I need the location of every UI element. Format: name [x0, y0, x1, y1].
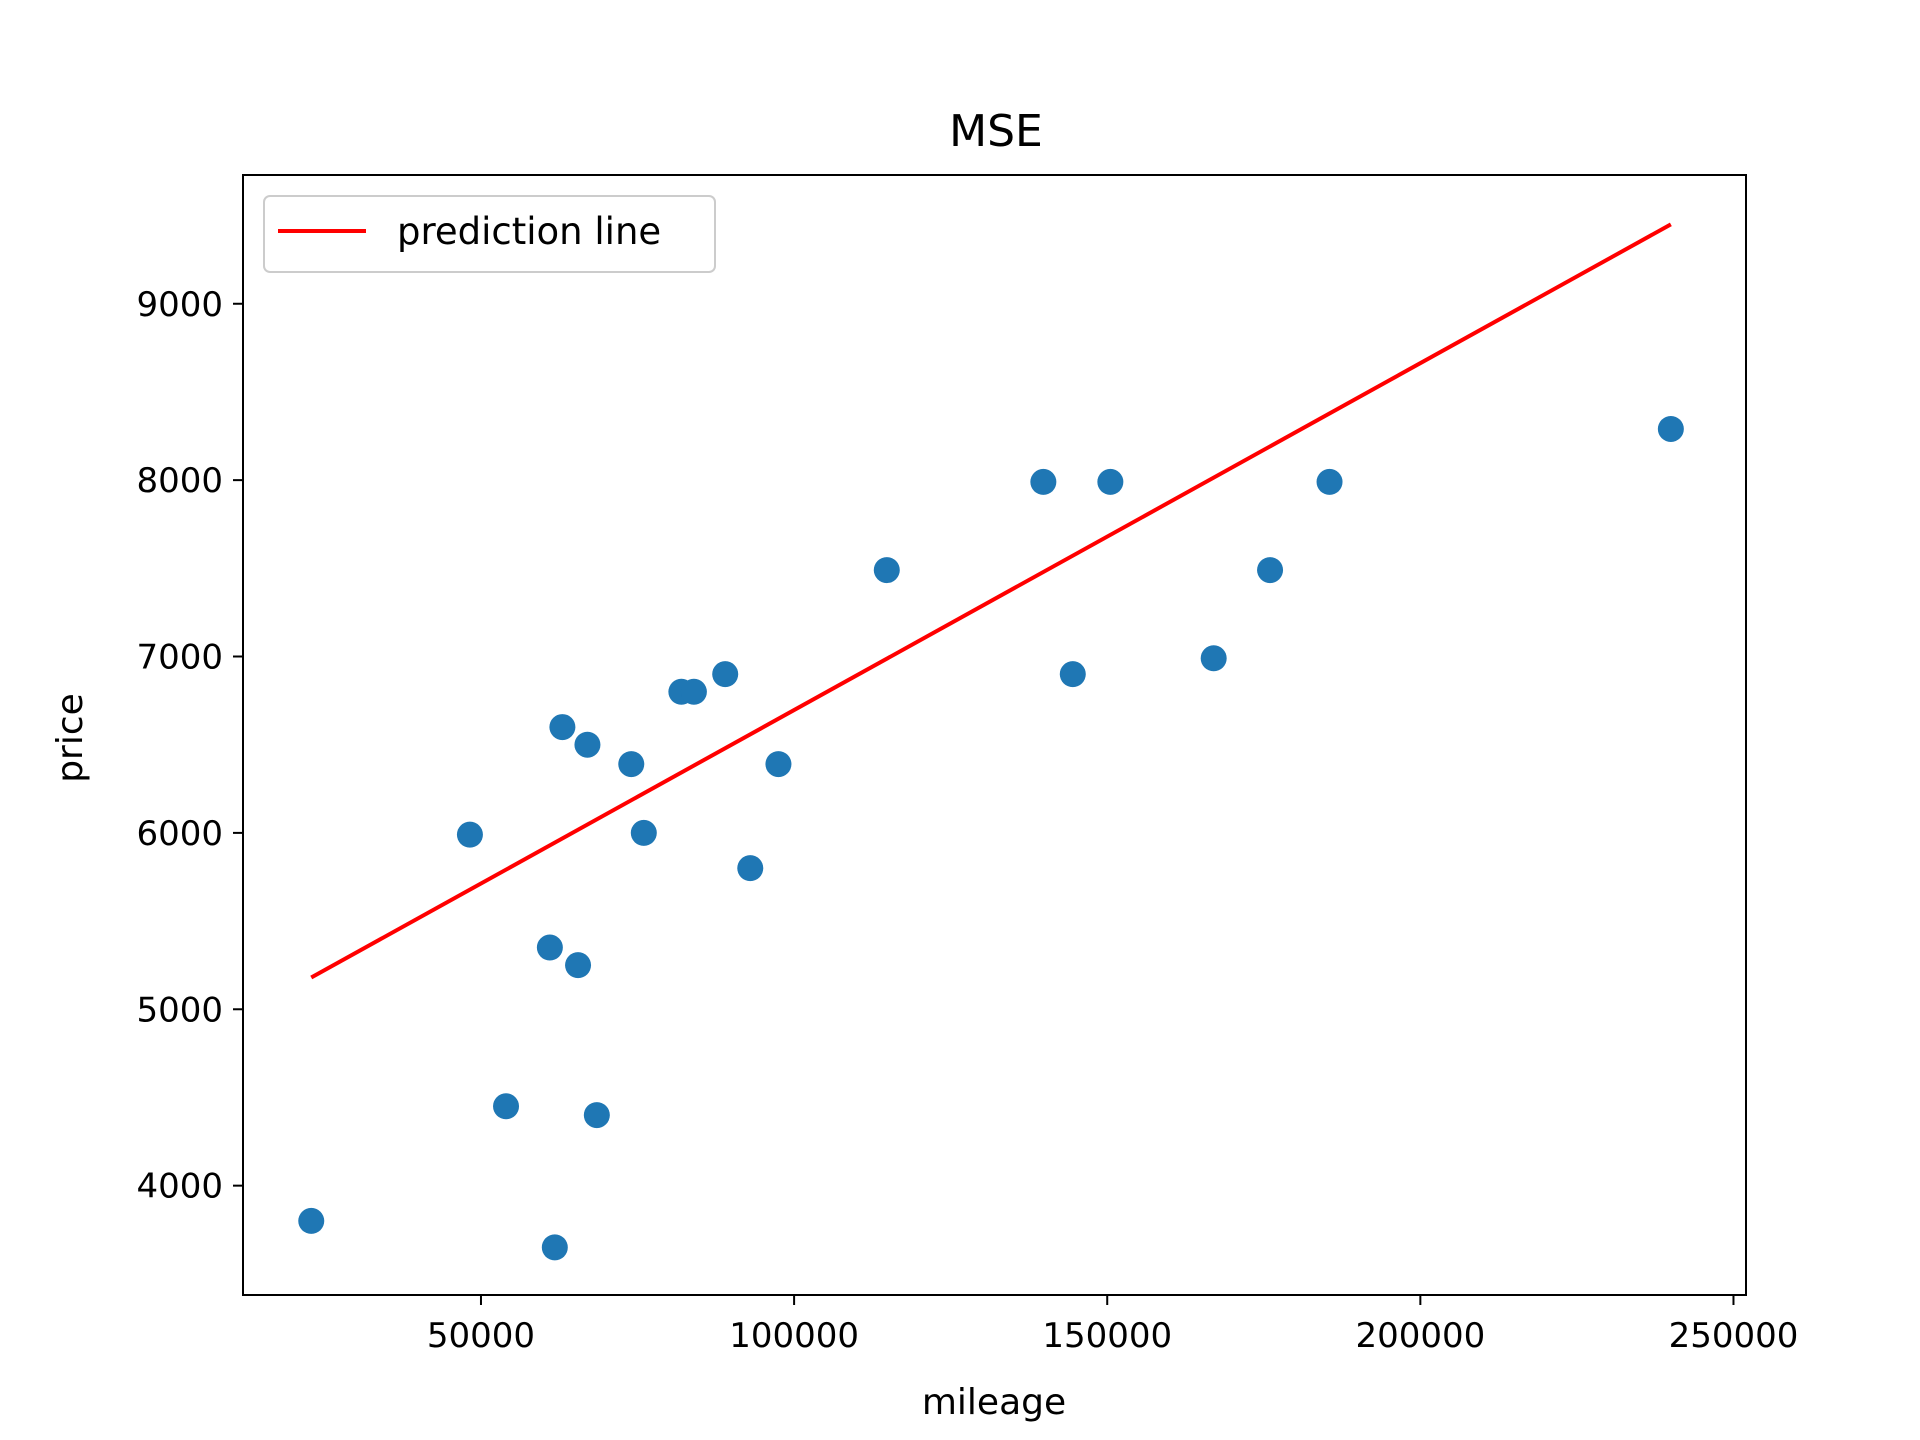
y-tick-label: 6000: [136, 814, 223, 854]
scatter-point: [1257, 557, 1284, 584]
x-axis-ticks: 50000 100000 150000 200000 250000: [427, 1295, 1798, 1356]
legend-box: [263, 195, 716, 273]
y-tick-label: 4000: [136, 1167, 223, 1207]
scatter-point: [298, 1207, 325, 1234]
prediction-line: [310, 222, 1672, 980]
y-axis-label: price: [50, 693, 91, 783]
scatter-point: [1059, 661, 1086, 688]
scatter-point: [1200, 645, 1227, 672]
scatter-point: [1097, 468, 1124, 495]
scatter-point: [712, 661, 739, 688]
scatter-point: [680, 678, 707, 705]
scatter-point: [541, 1234, 568, 1261]
scatter-point: [873, 557, 900, 584]
x-tick-label: 50000: [427, 1316, 535, 1356]
x-axis-label: mileage: [922, 1382, 1066, 1423]
prediction-line-layer: [310, 222, 1672, 980]
scatter-point: [1030, 468, 1057, 495]
scatter-point: [493, 1093, 520, 1120]
scatter-point: [630, 819, 657, 846]
scatter-point: [574, 731, 601, 758]
y-tick-label: 8000: [136, 461, 223, 501]
scatter-point: [565, 952, 592, 979]
scatter-point: [618, 751, 645, 778]
y-tick-label: 9000: [136, 285, 223, 325]
scatter-point: [583, 1102, 610, 1129]
scatter-point: [765, 751, 792, 778]
legend: prediction line: [263, 195, 716, 273]
scatter-point: [456, 821, 483, 848]
scatter-point: [1657, 415, 1684, 442]
axes-frame: [242, 174, 1747, 1296]
x-tick-label: 200000: [1355, 1316, 1485, 1356]
x-tick-label: 150000: [1042, 1316, 1172, 1356]
scatter-point: [549, 714, 576, 741]
y-axis-ticks: 4000 5000 6000 7000 8000 9000: [136, 285, 243, 1207]
x-tick-label: 100000: [729, 1316, 859, 1356]
scatter-points: [298, 415, 1684, 1261]
scatter-point: [536, 934, 563, 961]
scatter-point: [737, 855, 764, 882]
x-tick-label: 250000: [1669, 1316, 1799, 1356]
scatter-point: [1316, 468, 1343, 495]
plot-area: 50000 100000 150000 200000 250000 4000 5000 60…: [136, 174, 1798, 1356]
y-tick-label: 5000: [136, 990, 223, 1030]
chart-title: MSE: [949, 106, 1043, 157]
legend-label-prediction-line: prediction line: [397, 210, 661, 253]
y-tick-label: 7000: [136, 638, 223, 678]
